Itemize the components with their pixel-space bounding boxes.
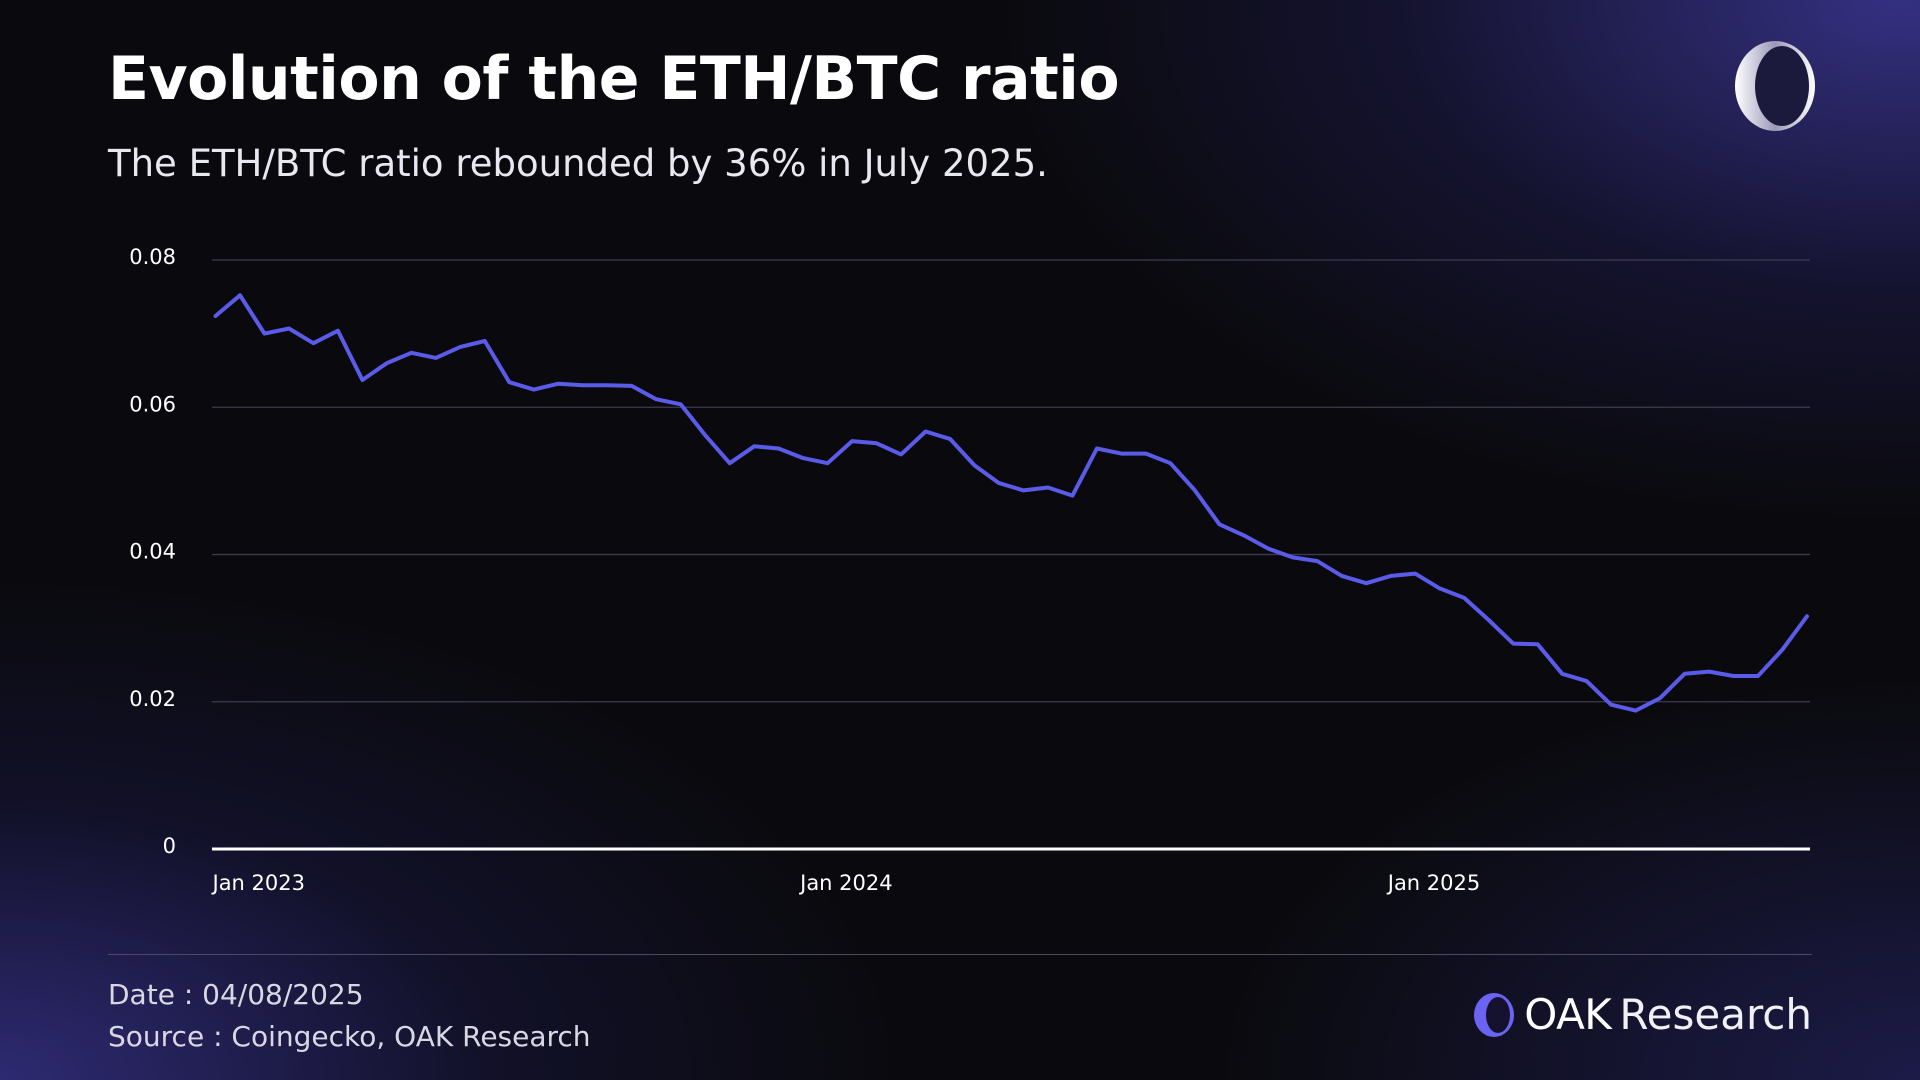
y-tick-label: 0.06 xyxy=(129,392,176,416)
x-tick-label: Jan 2024 xyxy=(798,871,893,895)
chart-subtitle: The ETH/BTC ratio rebounded by 36% in Ju… xyxy=(108,142,1048,185)
chart-title: Evolution of the ETH/BTC ratio xyxy=(108,44,1120,114)
brand-primary: OAK xyxy=(1524,990,1612,1039)
brand-logo: OAK Research xyxy=(1472,990,1812,1039)
y-tick-label: 0.04 xyxy=(129,540,176,564)
data-line xyxy=(213,293,1809,713)
y-tick-label: 0.08 xyxy=(129,245,176,269)
y-tick-label: 0.02 xyxy=(129,687,176,711)
divider xyxy=(108,954,1812,955)
logo-icon xyxy=(1735,41,1815,131)
y-tick-label: 0 xyxy=(163,834,176,858)
x-tick-label: Jan 2025 xyxy=(1386,871,1481,895)
footer-source: Source : Coingecko, OAK Research xyxy=(108,1020,591,1053)
brand-secondary: Research xyxy=(1619,990,1812,1039)
brand-icon xyxy=(1474,992,1515,1037)
x-tick-label: Jan 2023 xyxy=(211,871,306,895)
chart: 0 0.02 0.04 0.06 0.08 Jan 2023 Jan 2024 Jan 202… xyxy=(129,245,1810,895)
footer-date: Date : 04/08/2025 xyxy=(108,978,364,1011)
